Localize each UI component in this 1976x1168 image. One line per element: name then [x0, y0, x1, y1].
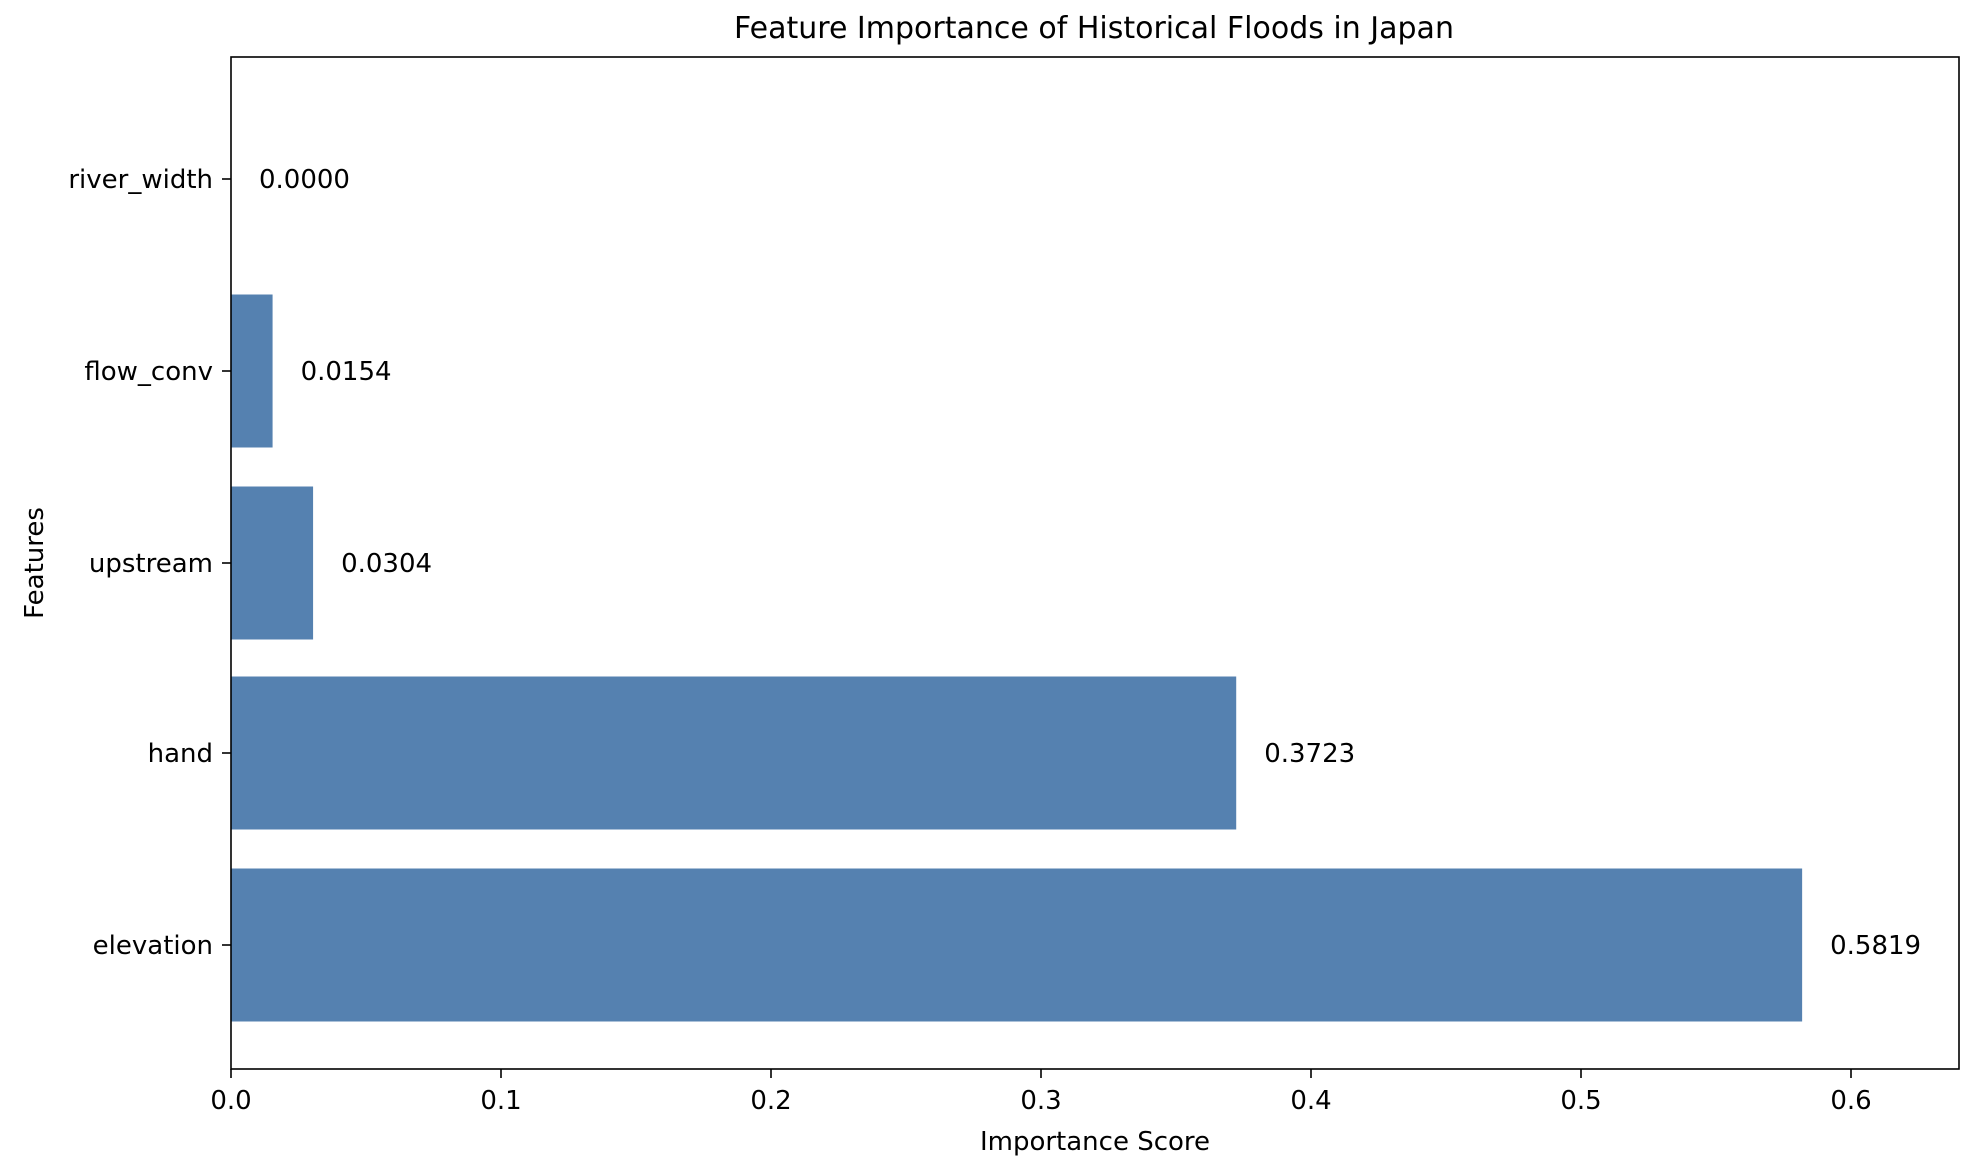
value-label-upstream: 0.0304 [341, 549, 432, 579]
bars-group [231, 294, 1803, 1022]
value-label-river_width: 0.0000 [259, 165, 350, 195]
value-label-hand: 0.3723 [1264, 739, 1355, 769]
chart-title: Feature Importance of Historical Floods … [734, 11, 1454, 46]
plot-frame [230, 56, 1960, 1070]
x-tick-label-6: 0.6 [1830, 1086, 1871, 1116]
x-tick-label-1: 0.1 [480, 1086, 521, 1116]
x-tick-label-2: 0.2 [750, 1086, 791, 1116]
x-tick-label-3: 0.3 [1020, 1086, 1061, 1116]
x-axis: 0.0 0.1 0.2 0.3 0.4 0.5 0.6 [210, 1069, 1872, 1116]
value-label-elevation: 0.5819 [1830, 931, 1921, 961]
bar-hand [231, 676, 1237, 830]
x-axis-label: Importance Score [980, 1127, 1210, 1157]
y-axis: elevation hand upstream flow_conv river_widt… [68, 165, 231, 961]
y-tick-label-elevation: elevation [93, 931, 213, 961]
bar-upstream [231, 486, 314, 640]
y-axis-label: Features [20, 507, 50, 619]
y-tick-label-hand: hand [148, 739, 213, 769]
x-tick-label-4: 0.4 [1290, 1086, 1331, 1116]
y-tick-label-upstream: upstream [89, 549, 213, 579]
value-label-flow_conv: 0.0154 [301, 357, 392, 387]
bar-elevation [231, 868, 1803, 1022]
value-labels-group: 0.5819 0.3723 0.0304 0.0154 0.0000 [259, 165, 1921, 961]
y-tick-label-river_width: river_width [68, 165, 213, 195]
x-tick-label-5: 0.5 [1560, 1086, 1601, 1116]
y-tick-label-flow_conv: flow_conv [84, 357, 213, 387]
x-tick-label-0: 0.0 [210, 1086, 251, 1116]
bar-flow_conv [231, 294, 273, 448]
